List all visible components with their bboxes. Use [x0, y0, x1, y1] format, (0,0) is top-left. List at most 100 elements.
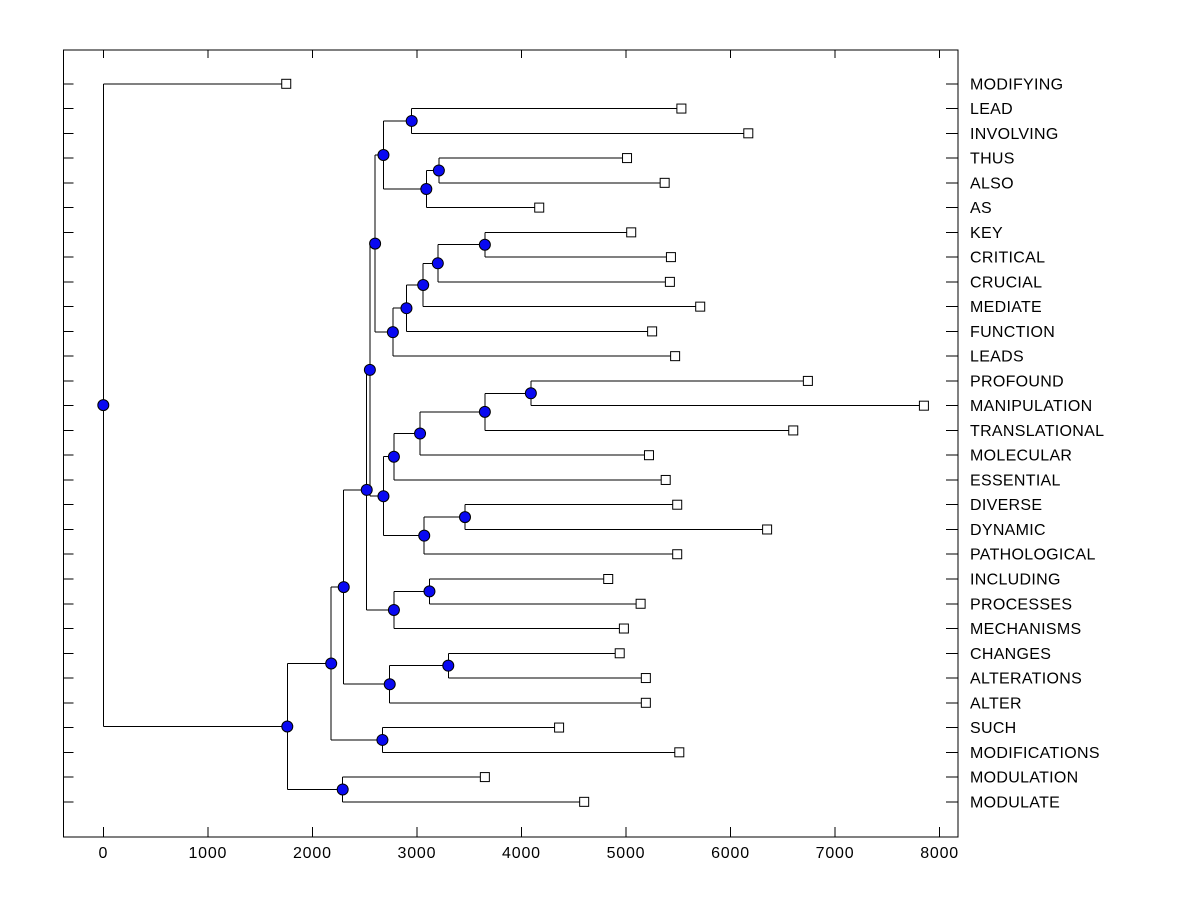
leaf-marker — [674, 747, 685, 758]
leaf-label: CRITICAL — [970, 250, 1045, 267]
leaf-marker — [788, 425, 799, 436]
x-tick-label: 4000 — [502, 845, 541, 862]
internal-node-marker — [377, 490, 390, 503]
leaf-marker — [743, 128, 754, 139]
internal-node-marker — [524, 387, 537, 400]
internal-node-marker — [376, 733, 389, 746]
leaf-marker — [554, 722, 565, 733]
internal-node-marker — [423, 585, 436, 598]
leaf-label: MEDIATE — [970, 299, 1042, 316]
leaf-marker — [643, 450, 654, 461]
internal-node-marker — [281, 720, 294, 733]
leaf-label: THUS — [970, 151, 1015, 168]
leaf-marker — [802, 375, 813, 386]
x-tick-label: 2000 — [293, 845, 332, 862]
leaf-marker — [579, 796, 590, 807]
leaf-label: ESSENTIAL — [970, 472, 1061, 489]
internal-node-marker — [414, 427, 427, 440]
leaf-label: LEADS — [970, 349, 1024, 366]
internal-node-marker — [369, 237, 382, 250]
leaf-label: AS — [970, 200, 992, 217]
leaf-label: ALTERATIONS — [970, 671, 1082, 688]
leaf-label: MODIFYING — [970, 76, 1063, 93]
leaf-label: LEAD — [970, 101, 1013, 118]
internal-node-marker — [386, 326, 399, 339]
leaf-marker — [603, 574, 614, 584]
internal-node-marker — [325, 657, 338, 670]
leaf-label: MOLECULAR — [970, 448, 1072, 465]
plot-box — [63, 49, 959, 838]
leaf-marker — [479, 772, 490, 783]
internal-node-marker — [432, 164, 445, 177]
leaf-marker — [672, 499, 683, 510]
internal-node-marker — [360, 483, 373, 496]
branch-lines-group — [102, 83, 924, 803]
leaf-marker — [622, 153, 633, 164]
internal-node-marker — [337, 581, 350, 594]
markers-group — [97, 78, 929, 807]
internal-node-marker — [387, 450, 400, 463]
leaf-label: KEY — [970, 225, 1003, 242]
leaf-marker — [660, 474, 671, 485]
leaf-label: MODULATE — [970, 794, 1060, 811]
leaf-label: ALTER — [970, 695, 1022, 712]
leaf-marker — [640, 697, 651, 708]
internal-node-marker — [336, 783, 349, 796]
leaf-marker — [281, 78, 292, 89]
x-tick-label: 3000 — [398, 845, 437, 862]
leaf-marker — [647, 326, 658, 337]
internal-node-marker — [387, 603, 400, 616]
root-node-marker — [97, 399, 110, 412]
labels-group: 0 1000 2000 3000 4000 5000 6000 7000 8000 MODIFYI… — [98, 76, 1104, 862]
leaf-label: MECHANISMS — [970, 621, 1081, 638]
leaf-label: MODULATION — [970, 770, 1078, 787]
leaf-label: CHANGES — [970, 646, 1051, 663]
leaf-label: MANIPULATION — [970, 398, 1092, 415]
leaf-label: INCLUDING — [970, 572, 1061, 589]
internal-node-marker — [377, 148, 390, 161]
leaf-label: PROCESSES — [970, 596, 1072, 613]
leaf-marker — [676, 103, 687, 114]
leaf-label: SUCH — [970, 720, 1017, 737]
x-tick-label: 7000 — [816, 845, 855, 862]
leaf-marker — [618, 623, 629, 634]
leaf-marker — [665, 252, 676, 263]
internal-node-marker — [400, 302, 413, 315]
leaf-label: INVOLVING — [970, 126, 1059, 143]
internal-node-marker — [458, 511, 471, 524]
internal-node-marker — [478, 238, 491, 251]
leaf-marker — [534, 202, 545, 213]
leaf-label: FUNCTION — [970, 324, 1055, 341]
x-tick-label: 6000 — [711, 845, 750, 862]
internal-node-marker — [418, 529, 431, 542]
leaf-marker — [659, 177, 670, 188]
leaf-marker — [672, 549, 683, 560]
internal-node-marker — [363, 363, 376, 376]
leaf-marker — [695, 301, 706, 312]
internal-node-marker — [405, 114, 418, 127]
internal-node-marker — [417, 278, 430, 291]
leaf-label: PROFOUND — [970, 373, 1064, 390]
leaf-label: DIVERSE — [970, 497, 1042, 514]
leaf-marker — [614, 648, 625, 659]
leaf-label: PATHOLOGICAL — [970, 547, 1096, 564]
internal-node-marker — [478, 405, 491, 418]
leaf-marker — [626, 227, 637, 238]
internal-node-marker — [383, 678, 396, 691]
leaf-label: DYNAMIC — [970, 522, 1046, 539]
leaf-label: ALSO — [970, 175, 1014, 192]
leaf-marker — [640, 673, 651, 684]
leaf-label: TRANSLATIONAL — [970, 423, 1104, 440]
internal-node-marker — [431, 257, 444, 270]
axis-group — [63, 49, 959, 838]
leaf-marker — [762, 524, 773, 535]
leaf-label: MODIFICATIONS — [970, 745, 1100, 762]
x-tick-label: 8000 — [920, 845, 959, 862]
x-tick-label: 0 — [98, 845, 108, 862]
x-tick-label: 5000 — [607, 845, 646, 862]
leaf-marker — [664, 276, 675, 287]
leaf-marker — [918, 400, 929, 411]
internal-node-marker — [442, 659, 455, 672]
